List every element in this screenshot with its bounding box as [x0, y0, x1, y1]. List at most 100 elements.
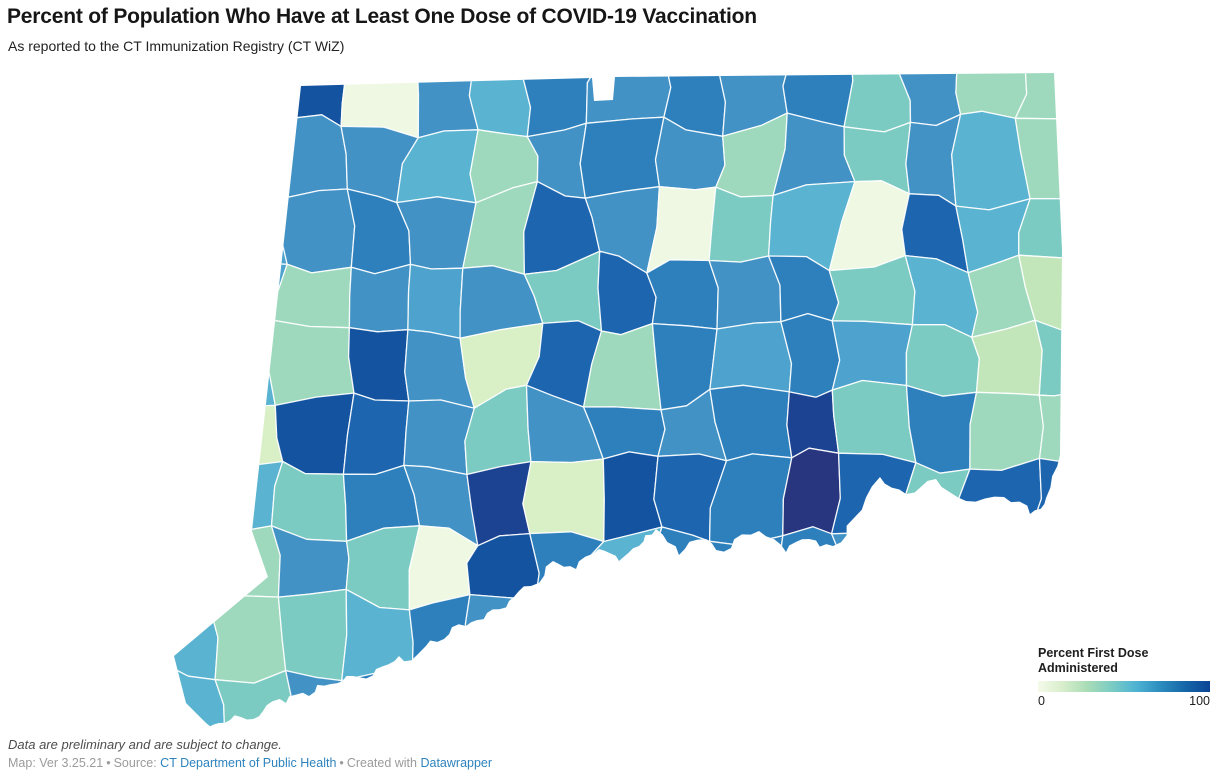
town-shape[interactable] [780, 312, 841, 398]
town-shape[interactable] [709, 672, 777, 746]
town-shape[interactable] [337, 671, 413, 737]
town-shape[interactable] [522, 458, 605, 543]
town-shape[interactable] [767, 592, 850, 677]
town-shape[interactable] [519, 596, 583, 671]
town-shape[interactable] [149, 521, 218, 613]
town-shape[interactable] [408, 593, 472, 677]
town-shape[interactable] [1018, 198, 1103, 259]
datawrapper-link[interactable]: Datawrapper [420, 756, 493, 770]
town-shape[interactable] [401, 662, 472, 751]
town-shape[interactable] [274, 114, 348, 201]
town-shape[interactable] [154, 658, 226, 751]
town-shape[interactable] [407, 263, 464, 339]
town-shape[interactable] [1034, 319, 1094, 397]
town-shape[interactable] [1018, 250, 1098, 340]
town-shape[interactable] [162, 133, 234, 207]
town-shape[interactable] [831, 379, 917, 464]
town-shape[interactable] [266, 319, 355, 407]
source-link[interactable]: CT Department of Public Health [160, 756, 337, 770]
town-shape[interactable] [969, 391, 1045, 472]
town-shape[interactable] [652, 590, 719, 674]
town-shape[interactable] [957, 457, 1043, 537]
town-shape[interactable] [519, 664, 608, 751]
town-shape[interactable] [835, 592, 906, 676]
town-shape[interactable] [1027, 535, 1100, 599]
attribution-line: Map: Ver 3.25.21 • Source: CT Department o… [8, 756, 492, 771]
town-shape[interactable] [464, 664, 535, 751]
town-shape[interactable] [160, 328, 226, 412]
town-shape[interactable] [211, 403, 284, 466]
town-shape[interactable] [529, 531, 605, 604]
town-shape[interactable] [786, 389, 840, 459]
legend-min-label: 0 [1038, 694, 1045, 708]
town-shape[interactable] [208, 521, 281, 608]
town-shape[interactable] [905, 384, 978, 474]
separator-dot: • [106, 756, 111, 770]
town-shape[interactable] [831, 320, 914, 391]
town-shape[interactable] [581, 659, 664, 750]
town-shape[interactable] [830, 452, 917, 536]
town-shape[interactable] [466, 460, 532, 547]
town-shape[interactable] [708, 535, 784, 615]
town-shape[interactable] [767, 674, 850, 738]
town-shape[interactable] [577, 590, 664, 669]
town-shape[interactable] [224, 51, 291, 135]
town-shape[interactable] [955, 58, 1028, 119]
town-shape[interactable] [211, 315, 276, 407]
town-shape[interactable] [898, 602, 972, 667]
legend-title: Percent First Dose Administered [1038, 646, 1212, 676]
town-shape[interactable] [645, 659, 724, 746]
town-shape[interactable] [415, 45, 479, 139]
town-shape[interactable] [149, 463, 223, 532]
town-shape[interactable] [340, 45, 420, 139]
town-shapes-group [149, 45, 1105, 751]
town-shape[interactable] [896, 656, 973, 744]
town-shape[interactable] [276, 51, 347, 128]
town-shape[interactable] [955, 594, 1033, 682]
town-shape[interactable] [347, 327, 410, 402]
town-shape[interactable] [902, 462, 971, 536]
town-shape[interactable] [709, 594, 772, 680]
town-shape[interactable] [161, 185, 228, 271]
town-shape[interactable] [708, 186, 774, 263]
town-shape[interactable] [782, 447, 841, 537]
town-shape[interactable] [1038, 390, 1100, 465]
town-shape[interactable] [579, 116, 665, 199]
town-shape[interactable] [403, 399, 475, 476]
town-shape[interactable] [270, 460, 348, 542]
town-shape[interactable] [154, 605, 219, 681]
town-shape[interactable] [843, 51, 912, 133]
town-shape[interactable] [602, 451, 663, 543]
town-shape[interactable] [955, 529, 1031, 604]
town-shape[interactable] [1014, 58, 1105, 120]
town-shape[interactable] [709, 321, 793, 393]
town-shape[interactable] [830, 532, 906, 611]
town-shape[interactable] [1014, 114, 1102, 203]
town-shape[interactable] [348, 263, 412, 333]
town-shape[interactable] [270, 263, 352, 329]
map-version-label: Map: Ver 3.25.21 [8, 756, 104, 770]
town-shape[interactable] [835, 661, 906, 739]
town-shape[interactable] [464, 593, 537, 677]
town-shape[interactable] [209, 185, 288, 271]
town-shape[interactable] [149, 47, 227, 138]
town-shape[interactable] [969, 664, 1038, 747]
page-subtitle: As reported to the CT Immunization Regis… [8, 38, 345, 54]
town-shape[interactable] [158, 253, 226, 338]
town-shape[interactable] [274, 188, 356, 274]
town-shape[interactable] [708, 255, 782, 330]
town-shape[interactable] [274, 392, 355, 475]
town-shape[interactable] [342, 392, 410, 476]
legend-gradient-bar [1038, 681, 1210, 692]
town-shape[interactable] [468, 50, 532, 138]
town-shape[interactable] [285, 669, 347, 737]
town-shape[interactable] [162, 400, 214, 475]
town-shape[interactable] [225, 117, 291, 201]
town-shape[interactable] [646, 259, 719, 330]
town-shape[interactable] [905, 324, 980, 397]
town-shape[interactable] [585, 46, 672, 124]
town-shape[interactable] [209, 595, 287, 684]
town-shape[interactable] [901, 528, 961, 614]
town-shape[interactable] [277, 588, 348, 682]
